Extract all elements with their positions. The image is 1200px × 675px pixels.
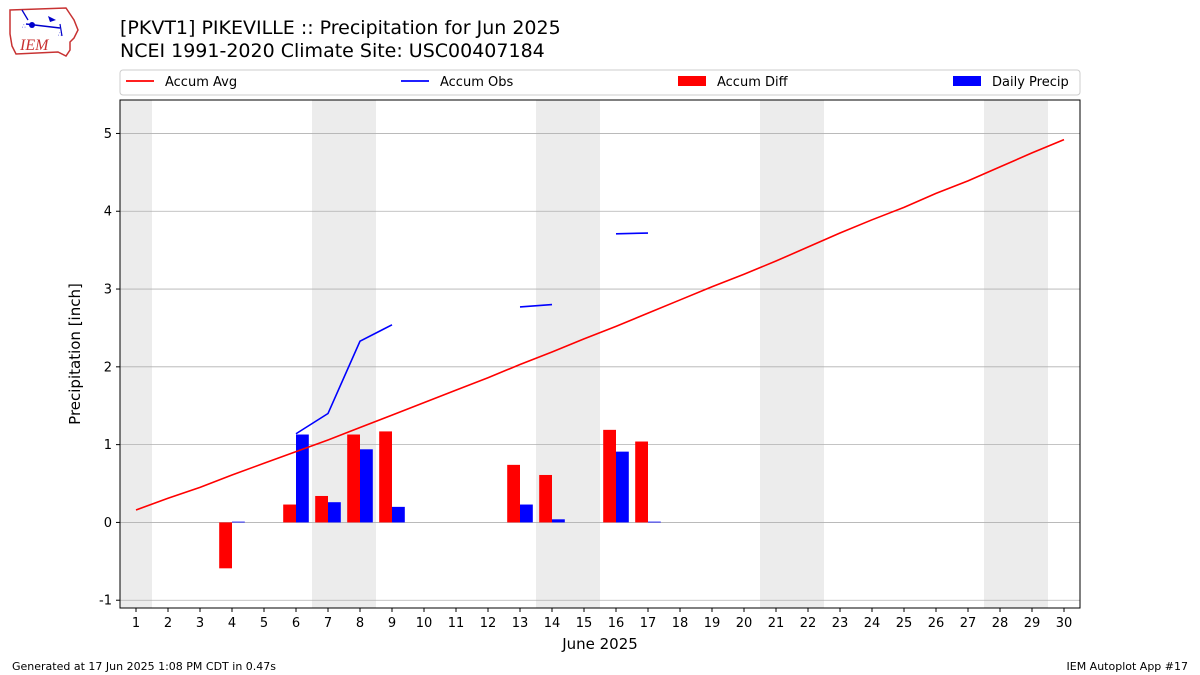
x-tick-label: 11 xyxy=(448,616,465,631)
daily-precip-bar xyxy=(296,434,309,523)
x-tick-label: 28 xyxy=(992,616,1009,631)
y-tick-label: 0 xyxy=(104,516,112,531)
weekend-band xyxy=(120,100,152,608)
accum-obs-line xyxy=(295,324,393,435)
daily-precip-bar xyxy=(616,451,629,523)
legend-label: Accum Obs xyxy=(440,75,513,90)
x-tick-label: 23 xyxy=(832,616,849,631)
x-tick-label: 8 xyxy=(356,616,364,631)
accum-diff-bar xyxy=(635,441,648,523)
y-axis-label: Precipitation [inch] xyxy=(66,283,84,425)
accum-diff-bar xyxy=(603,429,616,523)
x-tick-label: 20 xyxy=(736,616,753,631)
daily-precip-bar xyxy=(392,506,405,523)
x-tick-label: 29 xyxy=(1024,616,1041,631)
x-tick-label: 14 xyxy=(544,616,561,631)
x-tick-label: 26 xyxy=(928,616,945,631)
accum-obs-line xyxy=(519,303,553,308)
weekend-band xyxy=(312,100,376,608)
accum-diff-bar xyxy=(507,464,520,523)
weekend-band xyxy=(760,100,824,608)
svg-text:∴: ∴ xyxy=(22,23,26,30)
x-tick-label: 9 xyxy=(388,616,396,631)
legend-swatch xyxy=(953,76,981,86)
accum-diff-bar xyxy=(283,504,296,523)
legend-swatch xyxy=(678,76,706,86)
x-tick-label: 18 xyxy=(672,616,689,631)
generated-timestamp: Generated at 17 Jun 2025 1:08 PM CDT in … xyxy=(12,660,277,673)
x-tick-label: 5 xyxy=(260,616,268,631)
legend-box xyxy=(119,69,1081,96)
x-tick-label: 4 xyxy=(228,616,236,631)
accum-diff-bar xyxy=(315,495,328,523)
y-tick-label: 3 xyxy=(104,283,112,298)
x-tick-label: 2 xyxy=(164,616,172,631)
y-tick-label: 5 xyxy=(104,127,112,142)
x-tick-label: 25 xyxy=(896,616,913,631)
daily-precip-bar xyxy=(552,519,565,523)
x-tick-label: 21 xyxy=(768,616,785,631)
x-tick-label: 16 xyxy=(608,616,625,631)
daily-precip-bar xyxy=(360,449,373,523)
x-tick-label: 13 xyxy=(512,616,529,631)
legend-label: Accum Avg xyxy=(165,75,237,90)
chart-title: [PKVT1] PIKEVILLE :: Precipitation for J… xyxy=(120,17,561,39)
iem-logo: ∴ ∴ IEM xyxy=(9,7,79,57)
legend: Accum Avg Accum Obs Accum Diff Daily Precip xyxy=(119,69,1081,96)
legend-label: Accum Diff xyxy=(717,75,789,90)
plot-frame xyxy=(119,99,1081,609)
daily-precip-bar xyxy=(328,502,341,523)
x-tick-label: 3 xyxy=(196,616,204,631)
svg-text:∴: ∴ xyxy=(58,31,62,38)
weekend-band xyxy=(984,100,1048,608)
x-tick-label: 22 xyxy=(800,616,817,631)
daily-precip-bar xyxy=(232,521,245,523)
x-tick-label: 6 xyxy=(292,616,300,631)
x-tick-label: 17 xyxy=(640,616,657,631)
x-tick-label: 10 xyxy=(416,616,433,631)
y-tick-label: -1 xyxy=(99,594,112,609)
accum-avg-line xyxy=(135,138,1065,511)
x-axis-label: June 2025 xyxy=(561,635,638,653)
app-credit: IEM Autoplot App #17 xyxy=(1066,660,1189,673)
logo-text: IEM xyxy=(19,37,50,54)
x-tick-label: 7 xyxy=(324,616,332,631)
accum-diff-bar xyxy=(219,522,232,569)
y-tick-label: 1 xyxy=(104,438,112,453)
daily-precip-bar xyxy=(648,521,661,523)
x-tick-label: 30 xyxy=(1056,616,1073,631)
accum-diff-bar xyxy=(539,474,552,523)
legend-label: Daily Precip xyxy=(992,75,1069,90)
x-tick-label: 1 xyxy=(132,616,140,631)
y-tick-label: 4 xyxy=(104,205,112,220)
accum-diff-bar xyxy=(347,434,360,523)
y-tick-label: 2 xyxy=(104,360,112,375)
chart-subtitle: NCEI 1991-2020 Climate Site: USC00407184 xyxy=(120,40,545,62)
x-tick-label: 27 xyxy=(960,616,977,631)
x-tick-label: 24 xyxy=(864,616,881,631)
x-tick-label: 15 xyxy=(576,616,593,631)
x-tick-label: 12 xyxy=(480,616,497,631)
accum-diff-bar xyxy=(379,431,392,523)
accum-obs-line xyxy=(615,232,649,235)
x-tick-label: 19 xyxy=(704,616,721,631)
daily-precip-bar xyxy=(520,504,533,523)
